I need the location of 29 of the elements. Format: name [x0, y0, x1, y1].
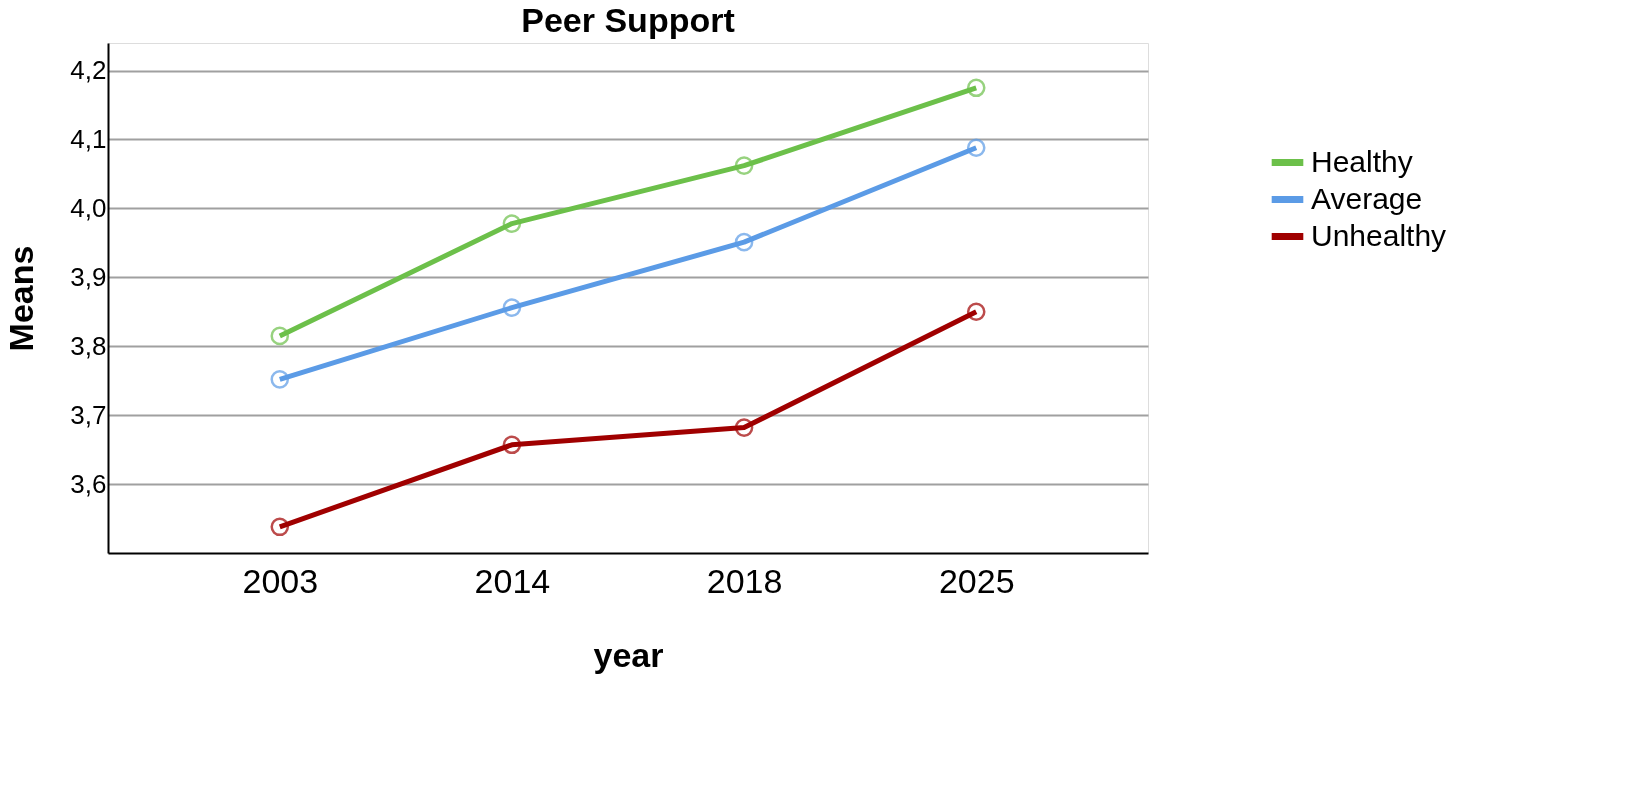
- y-tick-label: 3,6: [70, 468, 107, 499]
- y-tick-label: 3,7: [70, 399, 107, 430]
- y-tick-label: 3,8: [70, 330, 107, 361]
- x-tick-label: 2025: [938, 561, 1015, 600]
- point: [966, 78, 986, 98]
- point: [270, 517, 290, 537]
- point: [270, 370, 290, 389]
- point: [734, 418, 754, 437]
- point: [502, 298, 522, 317]
- point: [734, 156, 754, 175]
- y-axis-title: Means: [2, 245, 41, 352]
- point: [502, 214, 522, 233]
- legend-label: Healthy: [1311, 144, 1413, 178]
- point: [966, 302, 986, 322]
- x-tick-label: 2018: [706, 561, 783, 600]
- y-tick-label: 4,2: [70, 55, 107, 86]
- point: [966, 138, 986, 158]
- chart-title: Peer Support: [521, 1, 735, 39]
- point: [502, 435, 522, 455]
- x-tick-label: 2003: [242, 561, 319, 600]
- point: [270, 326, 290, 346]
- x-tick-label: 2014: [474, 561, 551, 600]
- y-tick-label: 4,1: [70, 123, 107, 154]
- y-tick-label: 4,0: [70, 192, 107, 223]
- y-tick-label: 3,9: [70, 261, 107, 292]
- x-axis-title: year: [593, 635, 664, 674]
- legend-label: Average: [1311, 181, 1423, 215]
- point: [734, 232, 754, 252]
- legend-label: Unhealthy: [1311, 218, 1447, 252]
